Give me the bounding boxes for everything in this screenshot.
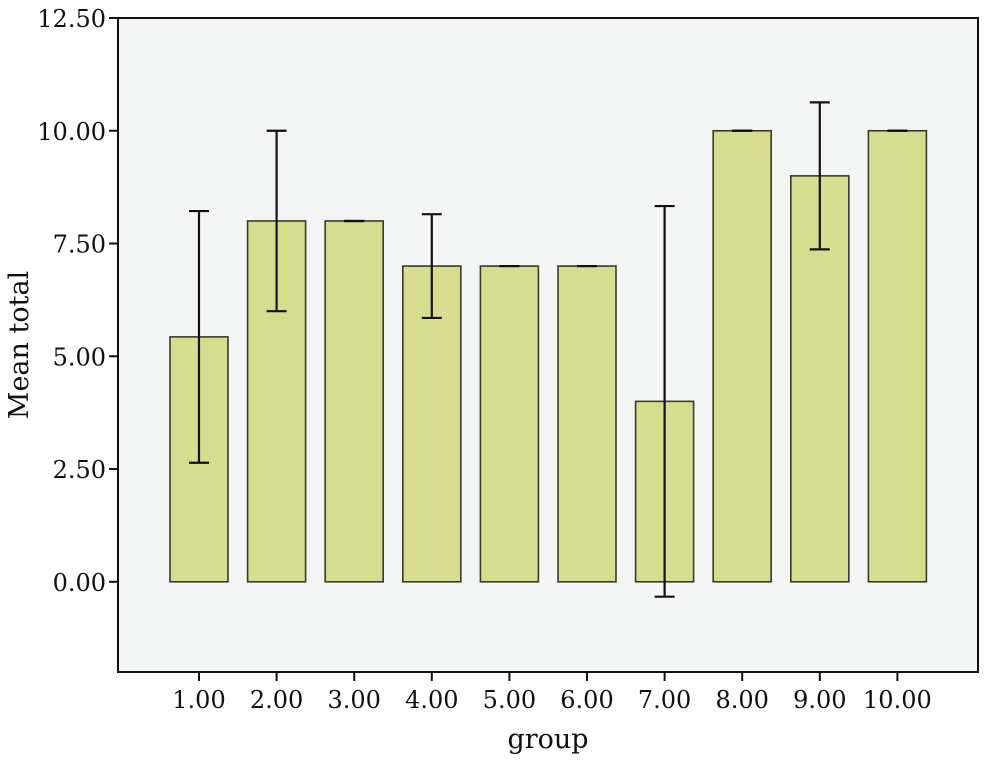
y-axis: 0.00 2.50 5.00 7.50 10.00 12.50 [37,5,118,597]
bar [557,265,617,583]
y-tick-label: 2.50 [53,456,106,484]
bar [867,129,928,583]
error-bar [654,204,675,598]
bar [324,220,385,583]
y-tick-label: 5.00 [53,343,106,371]
x-tick-label: 7.00 [638,686,691,714]
bar [479,265,540,583]
error-bar [266,129,287,313]
bar [712,129,773,583]
x-axis: 1.00 2.00 3.00 4.00 5.00 6.00 7.00 8.00 9.00 10.0… [172,672,932,714]
error-bar [421,213,442,320]
x-tick-label: 8.00 [715,686,768,714]
x-tick-label: 4.00 [405,686,458,714]
x-tick-label: 1.00 [172,686,225,714]
x-tick-label: 3.00 [327,686,380,714]
y-tick-label: 10.00 [37,118,106,146]
x-tick-label: 6.00 [560,686,613,714]
error-bars-group [189,101,908,598]
error-bar [809,101,830,251]
x-tick-label: 10.00 [863,686,932,714]
x-tick-label: 9.00 [793,686,846,714]
y-tick-label: 0.00 [53,569,106,597]
x-axis-title: group [507,724,588,755]
error-bar [189,209,209,464]
x-tick-label: 2.00 [250,686,303,714]
y-axis-title: Mean total [4,271,35,419]
y-tick-label: 12.50 [37,5,106,33]
x-tick-label: 5.00 [483,686,536,714]
y-tick-label: 7.50 [53,231,106,259]
bar [246,220,307,583]
